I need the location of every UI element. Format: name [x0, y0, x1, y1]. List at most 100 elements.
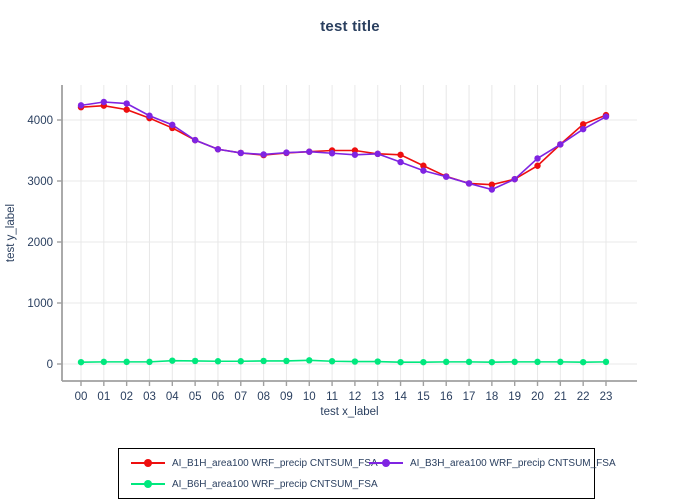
y-tick-label: 2000 — [27, 237, 53, 249]
chart-title: test title — [320, 18, 380, 35]
x-tick-label: 10 — [303, 391, 316, 403]
x-tick-label: 01 — [97, 391, 110, 403]
data-point — [374, 358, 381, 365]
data-point — [214, 146, 222, 153]
data-point — [306, 357, 313, 364]
data-point — [488, 186, 496, 193]
data-point — [534, 162, 541, 169]
data-point — [488, 358, 496, 366]
x-tick-label: 08 — [257, 391, 270, 403]
data-point — [169, 121, 176, 129]
data-point — [123, 100, 130, 107]
data-point — [123, 358, 130, 366]
data-point — [443, 173, 450, 180]
x-tick-label: 09 — [280, 391, 293, 403]
x-tick-label: 11 — [326, 391, 338, 403]
x-tick-label: 13 — [371, 391, 384, 403]
x-tick-label: 16 — [440, 391, 453, 403]
data-point — [100, 98, 108, 106]
data-point — [420, 162, 427, 169]
legend: AI_B1H_area100 WRF_precip CNTSUM_FSA AI_… — [118, 448, 616, 499]
series-line-0 — [80, 104, 607, 186]
data-point — [374, 150, 381, 158]
data-point — [328, 150, 336, 157]
data-point — [534, 358, 541, 366]
data-point — [397, 158, 404, 166]
data-point — [579, 125, 587, 133]
y-tick-label: 4000 — [27, 115, 53, 127]
y-tick-label: 3000 — [27, 176, 53, 188]
plot-area: 0 1000 2000 3000 4000 00 01 02 03 04 05 06 07 08 09 10 1… — [5, 85, 637, 418]
x-tick-label: 18 — [485, 391, 498, 403]
data-point — [77, 102, 85, 109]
data-point — [511, 175, 518, 183]
legend-swatch-green — [131, 479, 165, 489]
data-point — [579, 121, 587, 128]
x-tick-label: 21 — [554, 391, 567, 403]
y-tick-label: 1000 — [27, 298, 53, 310]
x-tick-label: 02 — [120, 391, 133, 403]
data-point — [283, 357, 290, 365]
data-point — [465, 358, 473, 366]
x-axis-title: test x_label — [320, 406, 378, 418]
data-point — [146, 358, 153, 366]
data-point — [557, 141, 564, 148]
data-point — [511, 358, 518, 366]
x-tick-label: 22 — [577, 391, 590, 403]
data-point — [214, 358, 222, 365]
x-tick-label: 05 — [189, 391, 202, 403]
data-point — [306, 148, 313, 155]
data-point — [420, 167, 427, 174]
data-point — [579, 358, 587, 366]
x-tick-label: 00 — [75, 391, 88, 403]
x-tick-label: 04 — [166, 391, 179, 403]
data-point — [557, 358, 564, 366]
legend-item-b3h[interactable]: AI_B3H_area100 WRF_precip CNTSUM_FSA — [369, 454, 616, 472]
data-point — [100, 358, 108, 366]
data-point — [77, 358, 85, 366]
data-point — [443, 358, 450, 366]
data-point — [237, 358, 244, 365]
legend-item-label: AI_B6H_area100 WRF_precip CNTSUM_FSA — [172, 478, 378, 490]
data-point — [602, 113, 610, 120]
series-line-1 — [80, 101, 607, 191]
data-point — [146, 112, 153, 119]
x-tick-label: 17 — [463, 391, 476, 403]
legend-item-b1h[interactable]: AI_B1H_area100 WRF_precip CNTSUM_FSA — [131, 454, 378, 472]
x-tick-label: 06 — [212, 391, 225, 403]
data-point — [237, 149, 244, 157]
data-point — [488, 181, 496, 188]
data-point — [328, 358, 336, 365]
x-tick-label: 19 — [508, 391, 521, 403]
legend-swatch-purple — [369, 458, 403, 468]
data-point — [351, 358, 359, 365]
data-point — [283, 149, 290, 156]
x-tick-label: 14 — [394, 391, 407, 403]
x-tick-label: 07 — [234, 391, 247, 403]
legend-item-label: AI_B3H_area100 WRF_precip CNTSUM_FSA — [410, 457, 616, 469]
data-point — [465, 180, 473, 187]
data-point — [123, 106, 130, 113]
data-point — [260, 357, 267, 365]
x-tick-label: 20 — [531, 391, 544, 403]
data-point — [420, 358, 427, 366]
legend-swatch-red — [131, 458, 165, 468]
legend-item-label: AI_B1H_area100 WRF_precip CNTSUM_FSA — [172, 457, 378, 469]
data-point — [351, 151, 359, 158]
data-point — [534, 155, 541, 162]
data-point — [260, 151, 267, 158]
x-tick-label: 12 — [349, 391, 362, 403]
series-line-2 — [80, 359, 607, 363]
x-tick-label: 03 — [143, 391, 156, 403]
data-point — [602, 358, 610, 366]
data-point — [191, 136, 199, 144]
y-tick-label: 0 — [47, 359, 53, 371]
data-point — [397, 358, 404, 366]
x-tick-label: 23 — [600, 391, 613, 403]
y-axis-title: test y_label — [5, 204, 17, 262]
data-point — [397, 151, 404, 158]
data-point — [169, 357, 176, 364]
legend-item-b6h[interactable]: AI_B6H_area100 WRF_precip CNTSUM_FSA — [131, 475, 378, 493]
x-tick-label: 15 — [417, 391, 430, 403]
data-point — [191, 357, 199, 365]
